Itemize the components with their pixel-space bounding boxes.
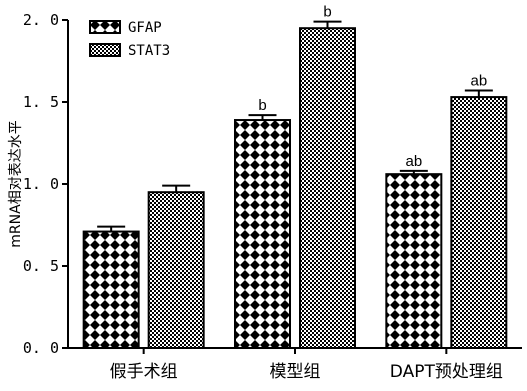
y-axis: 0. 0 0. 5 1. 0 1. 5 2. 0 [23, 11, 69, 357]
legend-swatch-gfap [89, 20, 121, 34]
y-tick-label: 0. 0 [23, 339, 59, 357]
x-tick-label: DAPT预处理组 [390, 362, 503, 382]
legend: GFAP STAT3 [89, 20, 170, 59]
bar-gfap [385, 173, 443, 349]
y-tick-label: 1. 5 [23, 93, 59, 111]
bar-stat3 [450, 96, 508, 349]
bar-gfap [234, 119, 291, 350]
bars: b b ab ab [82, 4, 508, 350]
y-axis-label: mRNA相对表达水平 [8, 120, 24, 247]
y-tick-label: 0. 5 [23, 257, 59, 275]
legend-label: GFAP [128, 20, 162, 36]
x-tick-label: 模型组 [270, 362, 321, 382]
significance-label: ab [405, 153, 422, 170]
x-axis: 假手术组 模型组 DAPT预处理组 [68, 347, 522, 382]
bar-stat3 [147, 191, 205, 349]
legend-label: STAT3 [128, 43, 170, 59]
significance-label: b [258, 97, 266, 114]
significance-label: b [323, 4, 331, 21]
y-tick-label: 1. 0 [23, 175, 59, 193]
significance-label: ab [470, 73, 487, 90]
y-tick-label: 2. 0 [23, 11, 59, 29]
bar-gfap [82, 230, 140, 349]
legend-swatch-stat3 [89, 43, 121, 57]
bar-stat3 [299, 27, 356, 349]
x-tick-label: 假手术组 [110, 362, 178, 382]
